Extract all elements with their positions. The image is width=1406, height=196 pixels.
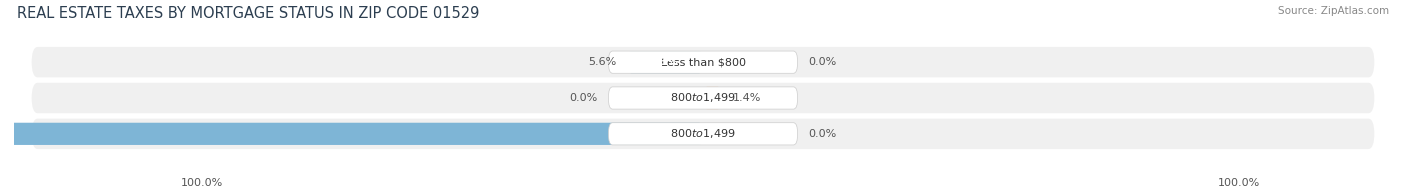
FancyBboxPatch shape — [0, 123, 703, 145]
FancyBboxPatch shape — [31, 47, 1375, 77]
Text: 1.4%: 1.4% — [733, 93, 761, 103]
Text: REAL ESTATE TAXES BY MORTGAGE STATUS IN ZIP CODE 01529: REAL ESTATE TAXES BY MORTGAGE STATUS IN … — [17, 6, 479, 21]
Text: 0.0%: 0.0% — [808, 129, 837, 139]
Text: $800 to $1,499: $800 to $1,499 — [671, 92, 735, 104]
FancyBboxPatch shape — [627, 51, 703, 73]
Text: 0.0%: 0.0% — [808, 57, 837, 67]
Text: 100.0%: 100.0% — [1218, 178, 1260, 188]
FancyBboxPatch shape — [31, 119, 1375, 149]
Text: Less than $800: Less than $800 — [661, 57, 745, 67]
Text: 100.0%: 100.0% — [181, 178, 224, 188]
Text: 5.6%: 5.6% — [648, 57, 679, 67]
Text: 5.6%: 5.6% — [588, 57, 617, 67]
FancyBboxPatch shape — [609, 51, 797, 73]
Text: $800 to $1,499: $800 to $1,499 — [671, 127, 735, 140]
Text: Source: ZipAtlas.com: Source: ZipAtlas.com — [1278, 6, 1389, 16]
FancyBboxPatch shape — [609, 123, 797, 145]
FancyBboxPatch shape — [31, 83, 1375, 113]
Text: 0.0%: 0.0% — [569, 93, 598, 103]
FancyBboxPatch shape — [609, 87, 797, 109]
FancyBboxPatch shape — [703, 87, 721, 109]
